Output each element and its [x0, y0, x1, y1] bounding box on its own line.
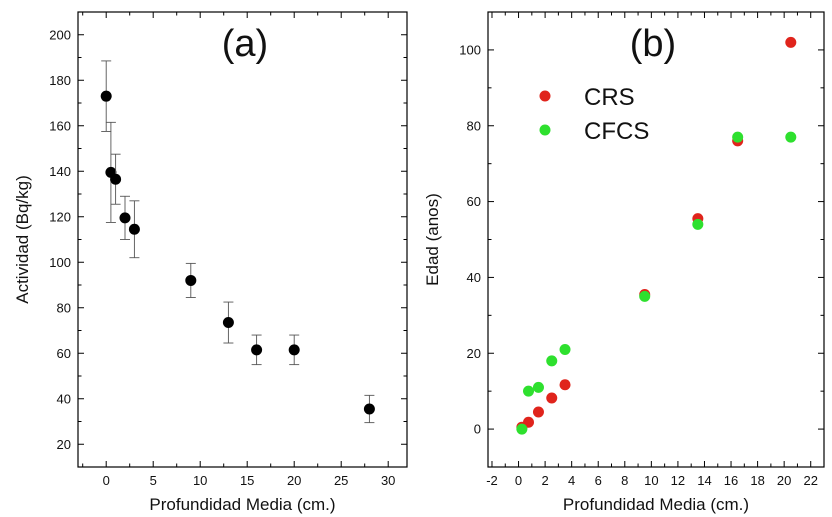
- y-tick-label: 100: [459, 42, 481, 57]
- data-point: [364, 403, 375, 414]
- x-tick-label: 10: [644, 473, 658, 488]
- x-tick-label: 0: [103, 473, 110, 488]
- data-point: [523, 386, 534, 397]
- x-tick-label: 15: [240, 473, 254, 488]
- legend-marker: [540, 125, 551, 136]
- y-tick-label: 0: [474, 422, 481, 437]
- x-tick-label: 10: [193, 473, 207, 488]
- y-tick-label: 20: [57, 437, 71, 452]
- x-tick-label: 14: [697, 473, 711, 488]
- panel-label: (b): [630, 23, 676, 65]
- series-cfcs: [516, 132, 796, 435]
- data-point: [785, 37, 796, 48]
- x-tick-label: 2: [541, 473, 548, 488]
- legend-label: CRS: [584, 84, 635, 111]
- x-tick-label: 5: [150, 473, 157, 488]
- x-tick-label: 18: [750, 473, 764, 488]
- chart-panel-b: -2 0 2 4 6 8 10 12 14 16 18 20 22 0 20 40 60 80 100 Profund…: [423, 12, 824, 514]
- y-tick-label: 80: [57, 300, 71, 315]
- y-tick-label: 20: [467, 346, 481, 361]
- data-point: [785, 132, 796, 143]
- data-point: [560, 344, 571, 355]
- x-tick-label: 8: [621, 473, 628, 488]
- y-tick-label: 140: [49, 164, 71, 179]
- data-point: [120, 212, 131, 223]
- data-point: [223, 317, 234, 328]
- y-tick-label: 60: [467, 194, 481, 209]
- legend-marker: [540, 91, 551, 102]
- x-tick-label: 12: [671, 473, 685, 488]
- data-point: [639, 291, 650, 302]
- x-tick-label: 22: [803, 473, 817, 488]
- series-crs: [516, 37, 796, 433]
- data-point: [251, 344, 262, 355]
- y-tick-label: 80: [467, 118, 481, 133]
- data-point: [546, 355, 557, 366]
- x-axis-label: Profundidad Media (cm.): [149, 495, 335, 514]
- x-tick-label: 16: [724, 473, 738, 488]
- data-point: [101, 91, 112, 102]
- chart-panel-a: 0 5 10 15 20 25 30 20 40 60 80 100 120 140 160 180 200 Pr…: [13, 12, 407, 514]
- y-tick-label: 180: [49, 73, 71, 88]
- y-tick-label: 160: [49, 118, 71, 133]
- data-point: [516, 424, 527, 435]
- data-point: [533, 382, 544, 393]
- y-tick-label: 120: [49, 209, 71, 224]
- legend: CRS CFCS: [540, 84, 650, 145]
- data-point: [546, 392, 557, 403]
- data-point: [560, 379, 571, 390]
- data-point: [110, 174, 121, 185]
- y-tick-label: 200: [49, 27, 71, 42]
- y-axis-label: Edad (anos): [423, 193, 442, 286]
- y-tick-label: 60: [57, 346, 71, 361]
- y-tick-label: 40: [467, 270, 481, 285]
- data-point: [732, 132, 743, 143]
- x-tick-label: 25: [334, 473, 348, 488]
- x-axis-label: Profundidad Media (cm.): [563, 495, 749, 514]
- y-axis-label: Actividad (Bq/kg): [13, 175, 32, 304]
- x-tick-label: 4: [568, 473, 575, 488]
- y-tick-label: 40: [57, 391, 71, 406]
- x-tick-label: 6: [595, 473, 602, 488]
- plot-frame: [488, 12, 824, 467]
- x-tick-label: 20: [287, 473, 301, 488]
- x-tick-label: 20: [777, 473, 791, 488]
- x-tick-label: 0: [515, 473, 522, 488]
- x-tick-label: 30: [381, 473, 395, 488]
- panel-label: (a): [222, 23, 268, 65]
- y-tick-label: 100: [49, 255, 71, 270]
- series-data: [101, 61, 375, 423]
- data-point: [692, 219, 703, 230]
- data-point: [289, 344, 300, 355]
- data-point: [533, 407, 544, 418]
- legend-label: CFCS: [584, 118, 649, 145]
- data-point: [185, 275, 196, 286]
- x-tick-label: -2: [486, 473, 498, 488]
- data-point: [129, 224, 140, 235]
